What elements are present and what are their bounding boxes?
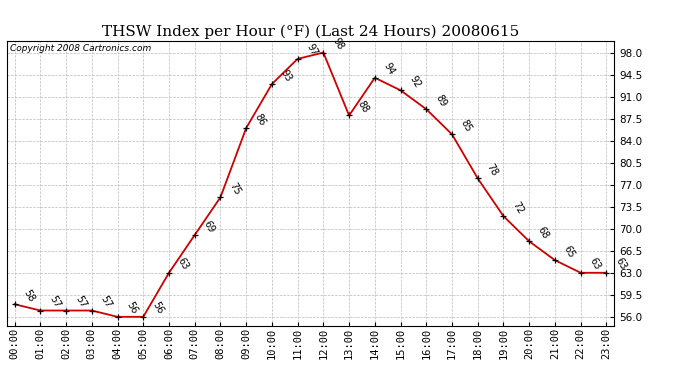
Text: Copyright 2008 Cartronics.com: Copyright 2008 Cartronics.com (10, 44, 151, 53)
Text: 63: 63 (176, 256, 190, 272)
Text: 75: 75 (228, 181, 242, 196)
Text: 98: 98 (331, 36, 345, 52)
Text: 56: 56 (124, 300, 139, 316)
Text: 88: 88 (356, 99, 371, 115)
Text: 56: 56 (150, 300, 165, 316)
Text: 94: 94 (382, 62, 397, 77)
Text: 65: 65 (562, 244, 577, 260)
Text: 78: 78 (484, 162, 500, 178)
Text: 57: 57 (48, 294, 62, 310)
Text: 69: 69 (201, 219, 217, 234)
Text: 63: 63 (588, 256, 602, 272)
Text: 89: 89 (433, 93, 448, 108)
Text: 58: 58 (21, 288, 37, 303)
Text: 63: 63 (613, 256, 628, 272)
Text: 86: 86 (253, 112, 268, 127)
Title: THSW Index per Hour (°F) (Last 24 Hours) 20080615: THSW Index per Hour (°F) (Last 24 Hours)… (102, 24, 519, 39)
Text: 57: 57 (73, 294, 88, 310)
Text: 57: 57 (99, 294, 114, 310)
Text: 72: 72 (511, 200, 525, 215)
Text: 92: 92 (408, 74, 422, 90)
Text: 68: 68 (536, 225, 551, 240)
Text: 85: 85 (459, 118, 474, 134)
Text: 97: 97 (304, 42, 319, 58)
Text: 93: 93 (279, 68, 294, 83)
